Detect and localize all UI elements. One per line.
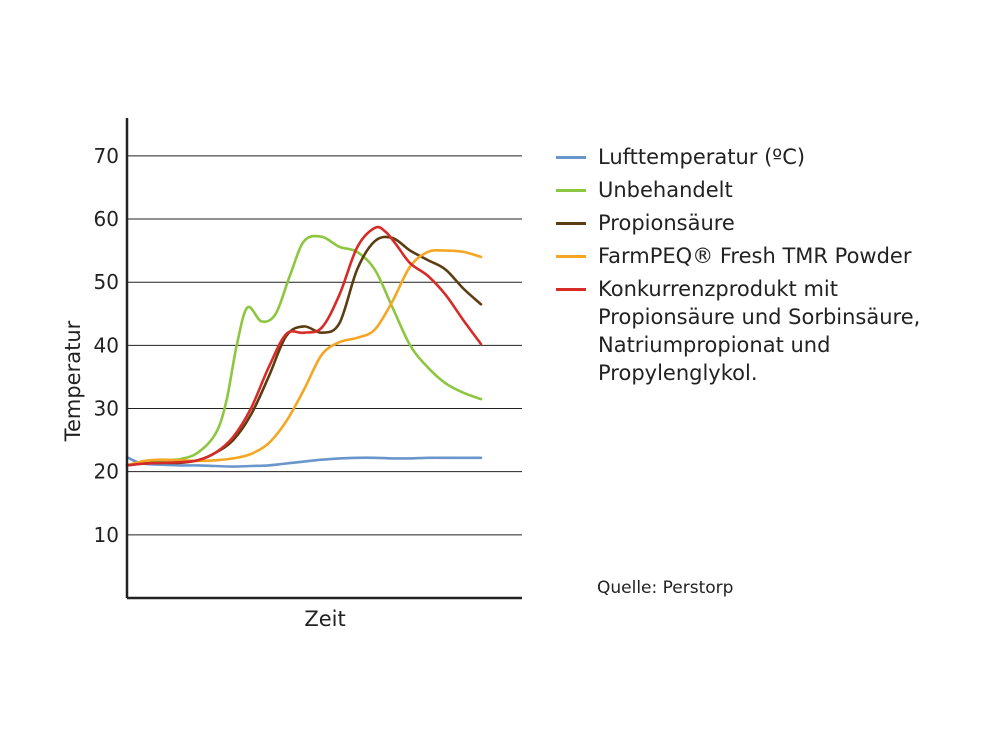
- legend-label: FarmPEQ® Fresh TMR Powder: [598, 244, 912, 268]
- legend-swatch: [556, 222, 586, 225]
- series-line-2: [125, 234, 483, 467]
- legend-label: Unbehandelt: [598, 178, 733, 202]
- legend-label: Konkurrenzprodukt mit Propionsäure und S…: [598, 277, 921, 385]
- y-tick-label: 70: [94, 144, 119, 168]
- legend-swatch: [556, 189, 586, 192]
- chart-legend: Lufttemperatur (ºC) Unbehandelt Propionsäu…: [556, 143, 976, 392]
- series-line-4: [125, 248, 483, 467]
- y-tick-labels: 10 20 30 40 50 60 70: [94, 144, 119, 547]
- legend-label: Propionsäure: [598, 211, 735, 235]
- x-axis-title: Zeit: [304, 607, 345, 631]
- legend-item: Lufttemperatur (ºC): [556, 143, 976, 171]
- legend-label: Lufttemperatur (ºC): [598, 145, 806, 169]
- y-tick-label: 30: [94, 397, 119, 421]
- series-line-1: [125, 455, 483, 468]
- y-tick-label: 20: [94, 460, 119, 484]
- legend-swatch: [556, 255, 586, 258]
- y-tick-label: 60: [94, 207, 119, 231]
- y-axis-title: Temperatur: [61, 320, 85, 442]
- series-line-5: [125, 225, 483, 467]
- legend-swatch: [556, 288, 586, 291]
- legend-item: Propionsäure: [556, 209, 976, 237]
- series-line-3: [125, 235, 483, 467]
- gridlines: [127, 155, 522, 536]
- series-lines: [125, 225, 483, 468]
- y-tick-label: 10: [94, 523, 119, 547]
- legend-item: Unbehandelt: [556, 176, 976, 204]
- y-tick-label: 40: [94, 333, 119, 357]
- source-note: Quelle: Perstorp: [597, 578, 734, 598]
- legend-swatch: [556, 156, 586, 159]
- y-tick-label: 50: [94, 270, 119, 294]
- legend-item: FarmPEQ® Fresh TMR Powder: [556, 242, 976, 270]
- legend-item: Konkurrenzprodukt mit Propionsäure und S…: [556, 275, 976, 387]
